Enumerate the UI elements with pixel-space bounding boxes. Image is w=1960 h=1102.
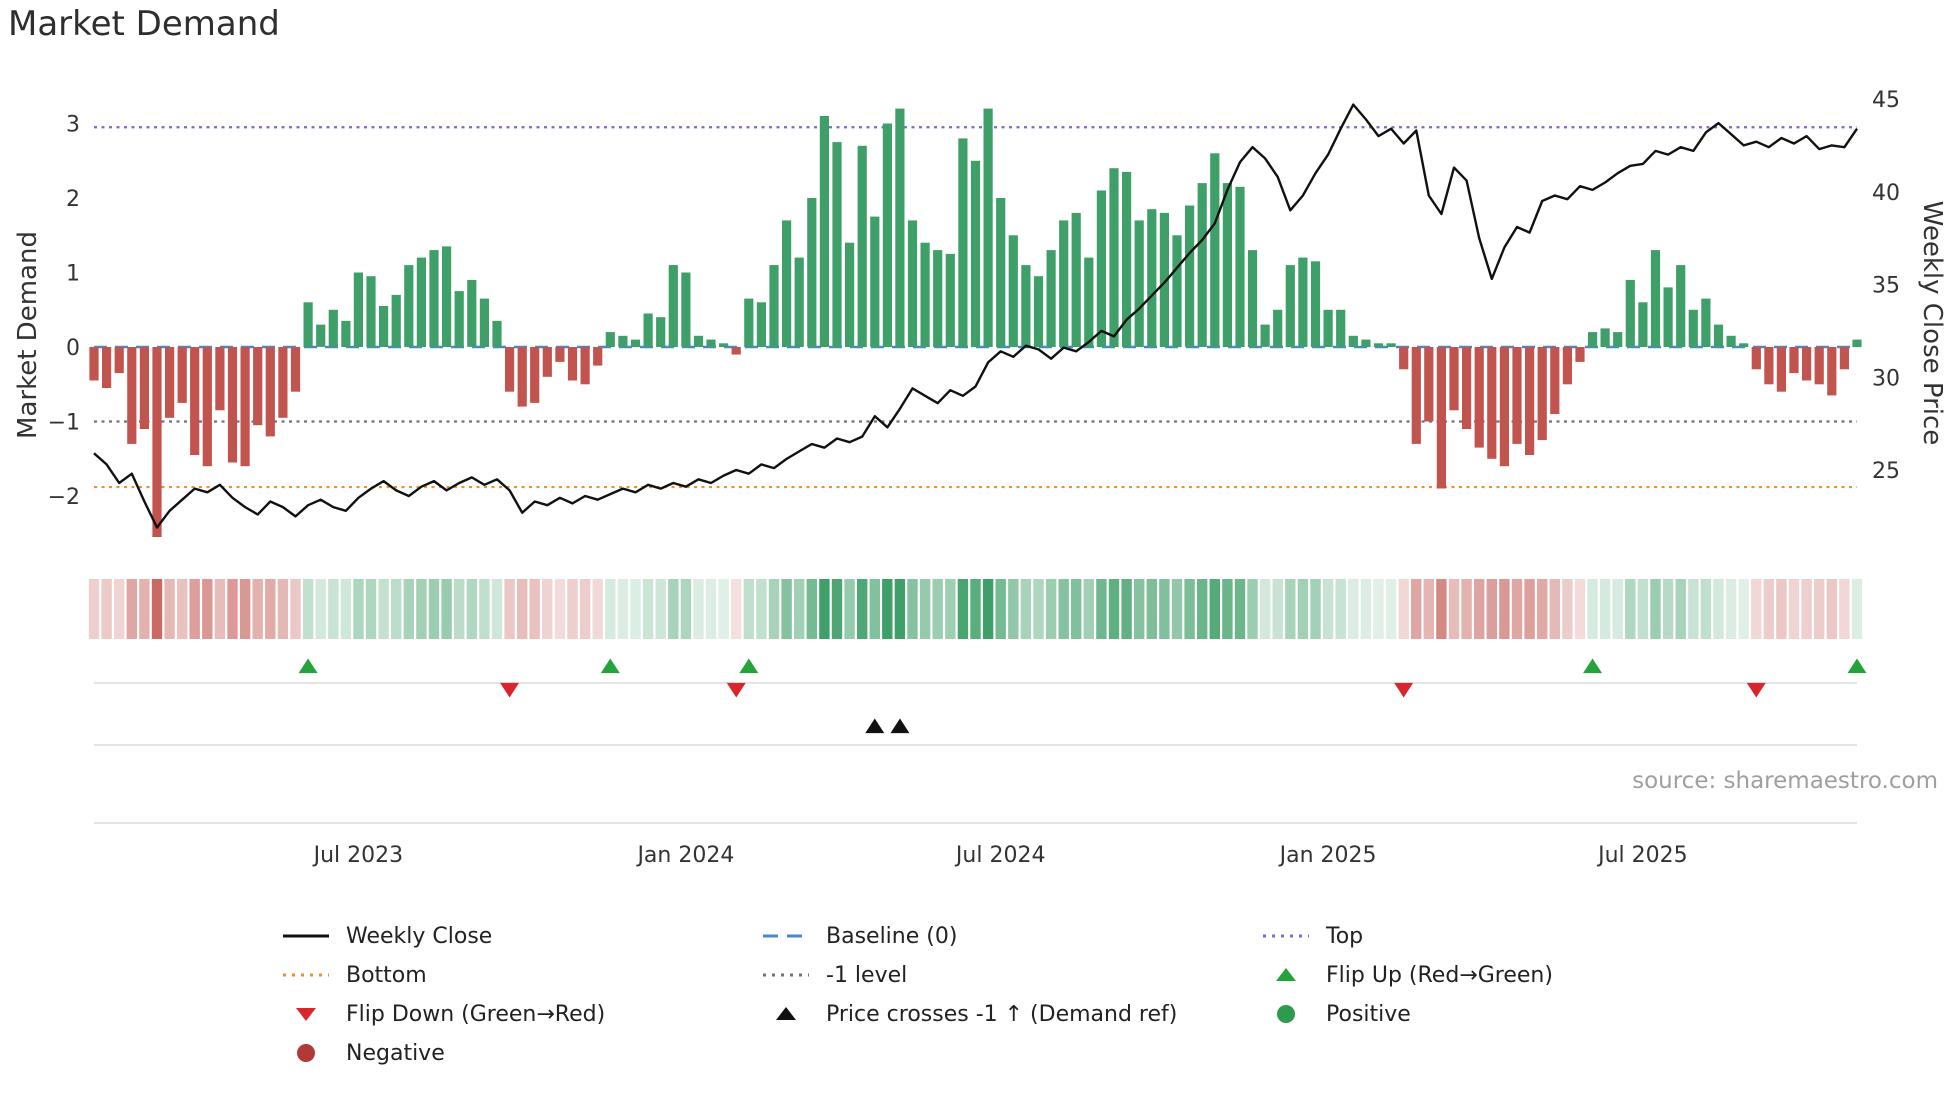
weekly-close-line-icon xyxy=(280,926,332,946)
baseline-dashed-line-icon xyxy=(760,926,812,946)
source-credit: source: sharemaestro.com xyxy=(1632,768,1938,794)
svg-text:−2: −2 xyxy=(48,485,80,510)
legend-item-price-cross: Price crosses -1 ↑ (Demand ref) xyxy=(760,1000,1260,1028)
svg-text:35: 35 xyxy=(1872,274,1900,299)
flip-up-markers xyxy=(298,658,1867,674)
marker-panel-gridlines xyxy=(94,682,1857,824)
svg-text:Jan 2025: Jan 2025 xyxy=(1278,843,1377,868)
legend-item-minus1-level: -1 level xyxy=(760,961,1260,989)
legend-label: Flip Up (Red→Green) xyxy=(1326,962,1553,988)
y-left-tick-labels: 3 2 1 0 −1 −2 xyxy=(48,113,80,511)
price-cross-markers xyxy=(865,718,910,734)
y-right-tick-labels: 45 40 35 30 25 xyxy=(1872,88,1900,484)
svg-text:3: 3 xyxy=(66,113,80,138)
legend-label: Negative xyxy=(346,1040,445,1066)
bottom-dotted-line-icon xyxy=(280,965,332,985)
x-tick-labels: Jul 2023 Jan 2024 Jul 2024 Jan 2025 Jul 2025 xyxy=(312,843,1688,868)
legend-item-top: Top xyxy=(1260,922,1680,950)
legend-label: Top xyxy=(1326,923,1364,949)
legend-item-flip-up: Flip Up (Red→Green) xyxy=(1260,961,1680,989)
reference-lines xyxy=(94,126,1857,489)
positive-dot-icon xyxy=(1260,1004,1312,1024)
legend-label: Flip Down (Green→Red) xyxy=(346,1001,606,1027)
svg-text:45: 45 xyxy=(1872,88,1900,113)
heatmap-strip xyxy=(88,579,1863,639)
top-dotted-line-icon xyxy=(1260,926,1312,946)
legend-item-weekly-close: Weekly Close xyxy=(280,922,760,950)
svg-text:−1: −1 xyxy=(48,411,80,436)
legend: Weekly Close Baseline (0) Top Bottom -1 … xyxy=(280,922,1680,1067)
legend-label: Weekly Close xyxy=(346,923,493,949)
svg-text:25: 25 xyxy=(1872,459,1900,484)
svg-text:Jan 2024: Jan 2024 xyxy=(635,843,734,868)
flip-down-markers xyxy=(500,682,1766,698)
legend-label: Positive xyxy=(1326,1001,1411,1027)
legend-label: -1 level xyxy=(826,962,908,988)
svg-text:Jul 2025: Jul 2025 xyxy=(1596,843,1688,868)
legend-label: Price crosses -1 ↑ (Demand ref) xyxy=(826,1001,1178,1027)
svg-text:0: 0 xyxy=(66,336,80,361)
y-axis-label-right: Weekly Close Price xyxy=(1917,200,1947,446)
minus1-dotted-line-icon xyxy=(760,965,812,985)
price-cross-triangle-icon xyxy=(760,1004,812,1024)
legend-item-flip-down: Flip Down (Green→Red) xyxy=(280,1000,760,1028)
svg-text:Jul 2023: Jul 2023 xyxy=(312,843,404,868)
legend-item-positive: Positive xyxy=(1260,1000,1680,1028)
svg-text:1: 1 xyxy=(66,262,80,287)
weekly-close-line xyxy=(93,103,1858,529)
svg-text:2: 2 xyxy=(66,187,80,212)
flip-up-triangle-icon xyxy=(1260,965,1312,985)
flip-down-triangle-icon xyxy=(280,1004,332,1024)
y-axis-label-left: Market Demand xyxy=(13,231,43,439)
negative-dot-icon xyxy=(280,1043,332,1063)
chart-title: Market Demand xyxy=(8,4,280,44)
svg-text:30: 30 xyxy=(1872,366,1900,391)
legend-label: Bottom xyxy=(346,962,427,988)
legend-item-negative: Negative xyxy=(280,1039,760,1067)
legend-label: Baseline (0) xyxy=(826,923,958,949)
svg-text:40: 40 xyxy=(1872,181,1900,206)
demand-bars xyxy=(89,108,1862,537)
legend-item-baseline: Baseline (0) xyxy=(760,922,1260,950)
svg-text:Jul 2024: Jul 2024 xyxy=(954,843,1046,868)
legend-item-bottom: Bottom xyxy=(280,961,760,989)
